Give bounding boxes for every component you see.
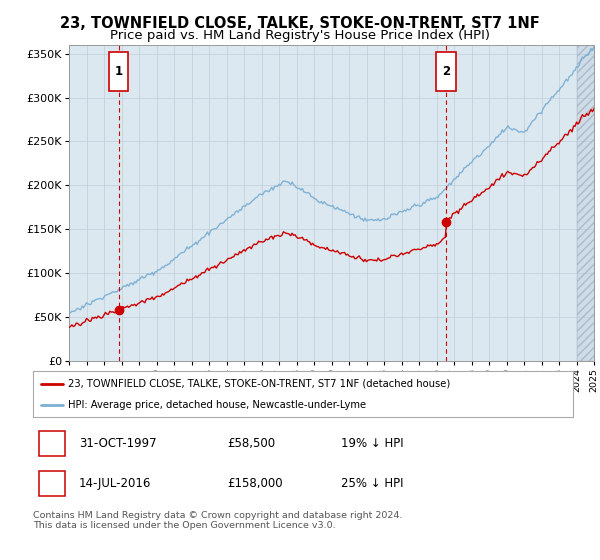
Bar — [577, 45, 600, 361]
Text: 23, TOWNFIELD CLOSE, TALKE, STOKE-ON-TRENT, ST7 1NF (detached house): 23, TOWNFIELD CLOSE, TALKE, STOKE-ON-TRE… — [68, 379, 451, 389]
Text: 31-OCT-1997: 31-OCT-1997 — [79, 437, 157, 450]
Text: HPI: Average price, detached house, Newcastle-under-Lyme: HPI: Average price, detached house, Newc… — [68, 400, 366, 410]
Text: 1: 1 — [49, 437, 56, 450]
Text: 19% ↓ HPI: 19% ↓ HPI — [341, 437, 403, 450]
Text: 2: 2 — [442, 64, 450, 78]
Text: £158,000: £158,000 — [227, 477, 283, 490]
Text: 14-JUL-2016: 14-JUL-2016 — [79, 477, 151, 490]
Text: 2: 2 — [49, 477, 56, 490]
Text: £58,500: £58,500 — [227, 437, 275, 450]
FancyBboxPatch shape — [109, 52, 128, 91]
FancyBboxPatch shape — [436, 52, 455, 91]
Text: Price paid vs. HM Land Registry's House Price Index (HPI): Price paid vs. HM Land Registry's House … — [110, 29, 490, 42]
Text: Contains HM Land Registry data © Crown copyright and database right 2024.
This d: Contains HM Land Registry data © Crown c… — [33, 511, 403, 530]
Bar — [577, 45, 600, 361]
FancyBboxPatch shape — [40, 431, 65, 456]
FancyBboxPatch shape — [40, 471, 65, 496]
Text: 25% ↓ HPI: 25% ↓ HPI — [341, 477, 403, 490]
Text: 23, TOWNFIELD CLOSE, TALKE, STOKE-ON-TRENT, ST7 1NF: 23, TOWNFIELD CLOSE, TALKE, STOKE-ON-TRE… — [60, 16, 540, 31]
Text: 1: 1 — [115, 64, 122, 78]
